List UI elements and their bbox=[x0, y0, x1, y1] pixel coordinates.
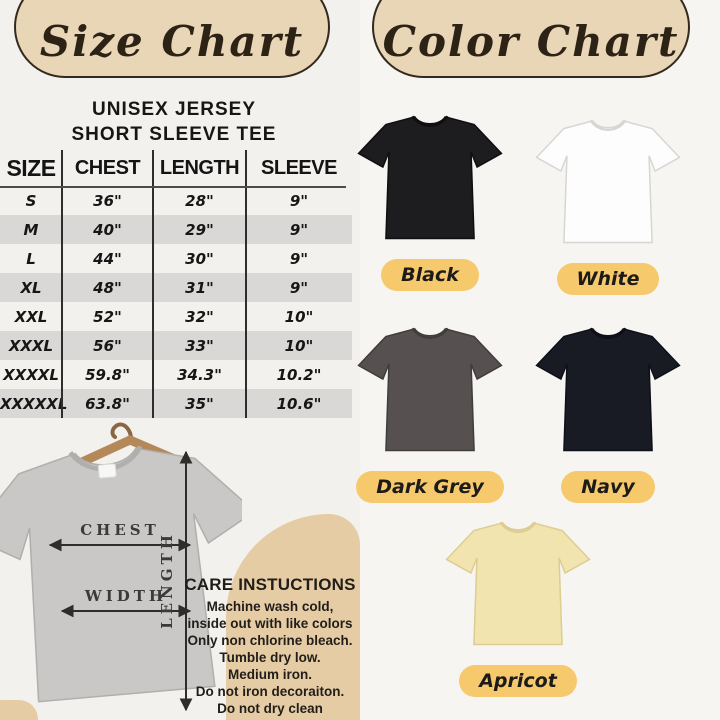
color-card-navy: Navy bbox=[532, 318, 684, 503]
length-cell: 30" bbox=[185, 249, 214, 268]
size-table-body: S 36" 28" 9" M 40" 29" 9" L 44" 30" 9" X… bbox=[0, 186, 352, 418]
color-card-dark-grey: Dark Grey bbox=[354, 318, 506, 503]
table-row: XXXL 56" 33" 10" bbox=[0, 331, 352, 360]
chest-cell: 59.8" bbox=[85, 365, 130, 384]
apricot-tee-icon bbox=[442, 512, 594, 660]
table-row: L 44" 30" 9" bbox=[0, 244, 352, 273]
length-arrow: LENGTH bbox=[158, 450, 193, 712]
table-row: XXXXL 59.8" 34.3" 10.2" bbox=[0, 360, 352, 389]
width-arrow: WIDTH bbox=[60, 587, 192, 618]
size-cell: S bbox=[25, 191, 37, 210]
product-title-line1: UNISEX JERSEY bbox=[92, 99, 256, 120]
chest-cell: 44" bbox=[93, 249, 122, 268]
care-line: Do not dry clean bbox=[217, 701, 323, 716]
sleeve-cell: 9" bbox=[289, 249, 309, 268]
color-card-black: Black bbox=[354, 106, 506, 291]
color-card-white: White bbox=[532, 110, 684, 295]
product-title: UNISEX JERSEY SHORT SLEEVE TEE bbox=[0, 97, 348, 147]
sleeve-cell: 10" bbox=[284, 336, 314, 355]
color-label-white: White bbox=[556, 263, 660, 295]
column-header-length: LENGTH bbox=[159, 156, 240, 179]
column-header-chest: CHEST bbox=[74, 156, 141, 179]
length-cell: 28" bbox=[185, 191, 214, 210]
dark-grey-tee-icon bbox=[354, 318, 506, 466]
care-line: Medium iron. bbox=[228, 667, 312, 682]
width-label: WIDTH bbox=[84, 587, 167, 605]
chest-cell: 63.8" bbox=[85, 394, 130, 413]
care-line: inside out with like colors bbox=[187, 616, 353, 631]
column-header-size: SIZE bbox=[6, 154, 56, 181]
size-cell: L bbox=[26, 249, 36, 268]
sleeve-cell: 9" bbox=[289, 220, 309, 239]
grey-tee-graphic bbox=[0, 437, 242, 707]
table-divider bbox=[61, 150, 63, 418]
size-cell: M bbox=[23, 220, 39, 239]
color-label-navy: Navy bbox=[561, 471, 655, 503]
chest-label: CHEST bbox=[80, 521, 160, 539]
table-divider bbox=[245, 150, 247, 418]
color-chart-title: Color Chart bbox=[382, 16, 680, 66]
length-cell: 35" bbox=[185, 394, 214, 413]
size-cell: XXXXL bbox=[3, 365, 59, 384]
length-cell: 31" bbox=[185, 278, 214, 297]
color-label-dark-grey: Dark Grey bbox=[356, 471, 504, 503]
length-cell: 29" bbox=[185, 220, 214, 239]
color-card-apricot: Apricot bbox=[442, 512, 594, 697]
sleeve-cell: 10.2" bbox=[276, 365, 322, 384]
size-chart-header-pill: Size Chart bbox=[14, 0, 330, 78]
length-label: LENGTH bbox=[158, 531, 176, 629]
chest-cell: 36" bbox=[93, 191, 122, 210]
length-cell: 34.3" bbox=[177, 365, 222, 384]
size-cell: XXXL bbox=[8, 336, 54, 355]
sleeve-cell: 9" bbox=[289, 278, 309, 297]
chest-cell: 52" bbox=[93, 307, 122, 326]
black-tee-icon bbox=[354, 106, 506, 254]
care-line: Tumble dry low. bbox=[219, 650, 321, 665]
care-instructions: CARE INSTUCTIONS Machine wash cold, insi… bbox=[178, 575, 362, 717]
navy-tee-icon bbox=[532, 318, 684, 466]
chest-cell: 56" bbox=[93, 336, 122, 355]
size-table-header: SIZE CHEST LENGTH SLEEVE bbox=[0, 150, 352, 186]
length-cell: 32" bbox=[185, 307, 214, 326]
table-row: S 36" 28" 9" bbox=[0, 186, 352, 215]
length-cell: 33" bbox=[185, 336, 214, 355]
care-line: Only non chlorine bleach. bbox=[187, 633, 353, 648]
shirt-measurement-photo: CHEST WIDTH LENGTH bbox=[0, 422, 242, 712]
table-row: XXL 52" 32" 10" bbox=[0, 302, 352, 331]
sleeve-cell: 9" bbox=[289, 191, 309, 210]
sleeve-cell: 10.6" bbox=[276, 394, 322, 413]
white-tee-icon bbox=[532, 110, 684, 258]
size-cell: XXXXXL bbox=[0, 394, 68, 413]
table-row: M 40" 29" 9" bbox=[0, 215, 352, 244]
size-table: SIZE CHEST LENGTH SLEEVE S 36" 28" 9" M … bbox=[0, 150, 352, 418]
table-row: XL 48" 31" 9" bbox=[0, 273, 352, 302]
table-row: XXXXXL 63.8" 35" 10.6" bbox=[0, 389, 352, 418]
sleeve-cell: 10" bbox=[284, 307, 314, 326]
table-header-rule bbox=[0, 186, 346, 188]
product-title-line2: SHORT SLEEVE TEE bbox=[71, 124, 277, 145]
color-chart-header-pill: Color Chart bbox=[372, 0, 690, 78]
size-cell: XXL bbox=[14, 307, 48, 326]
column-header-sleeve: SLEEVE bbox=[261, 156, 337, 179]
care-line: Do not iron decoraiton. bbox=[195, 684, 345, 699]
size-chart-title: Size Chart bbox=[39, 16, 305, 66]
size-cell: XL bbox=[20, 278, 42, 297]
color-label-black: Black bbox=[381, 259, 479, 291]
care-title: CARE INSTUCTIONS bbox=[184, 575, 356, 594]
chest-cell: 48" bbox=[93, 278, 122, 297]
chest-cell: 40" bbox=[93, 220, 122, 239]
table-divider bbox=[152, 150, 154, 418]
corner-decoration bbox=[0, 700, 38, 720]
chest-arrow: CHEST bbox=[48, 521, 192, 552]
color-label-apricot: Apricot bbox=[459, 665, 577, 697]
care-line: Machine wash cold, bbox=[206, 599, 334, 614]
